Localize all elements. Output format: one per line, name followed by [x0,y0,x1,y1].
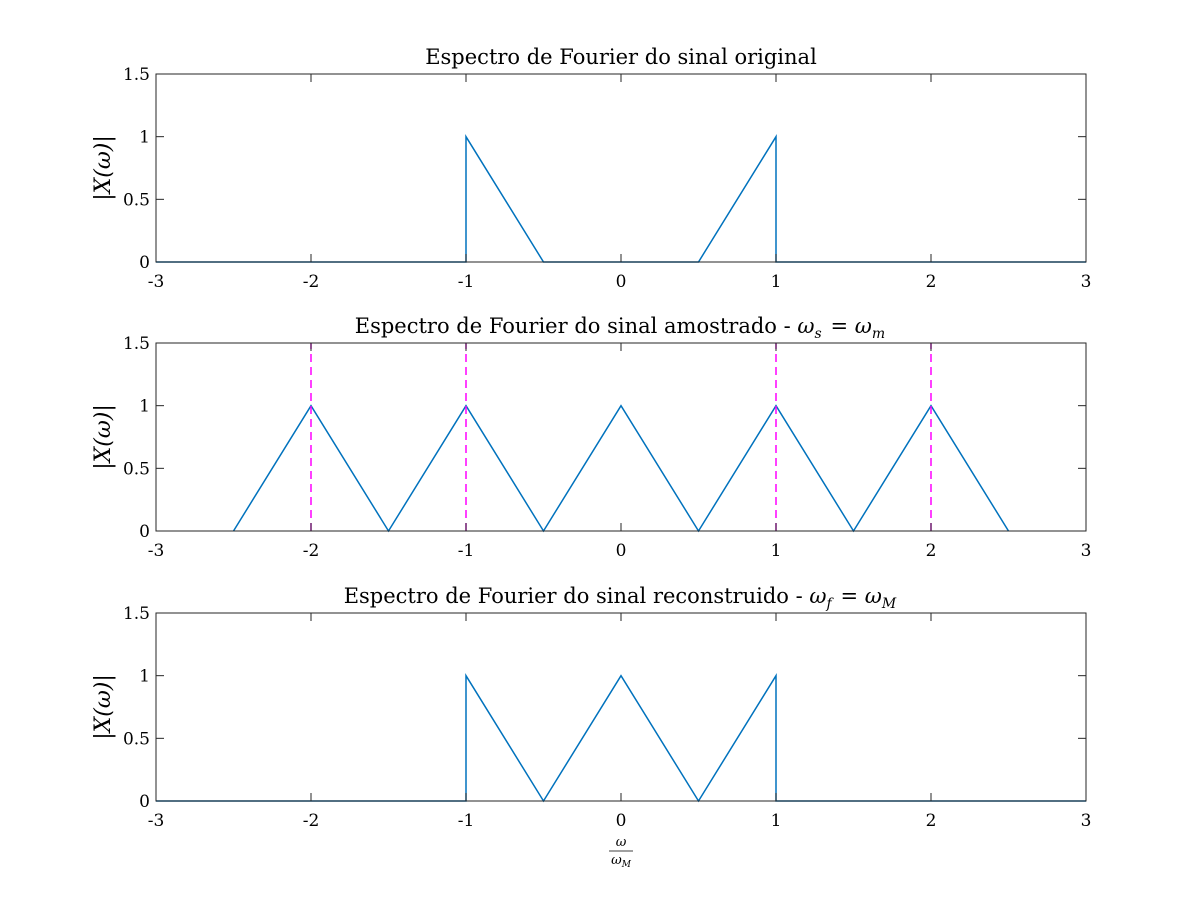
x-tick-label: 3 [1081,811,1092,831]
y-tick-label: 1.5 [123,334,150,354]
x-tick-label: -3 [148,541,165,561]
x-tick-label: -3 [148,811,165,831]
y-axis-label: |X(ω)| [91,404,116,470]
axes-box [155,73,1087,263]
y-tick-label: 0 [139,522,150,542]
x-tick-label: 2 [926,811,937,831]
x-tick-label: 0 [616,272,627,292]
x-tick-label: -1 [458,272,475,292]
y-tick-label: 1.5 [123,65,150,85]
x-axis-label: ω ωM [609,835,633,870]
y-axis-label: |X(ω)| [91,135,116,201]
subplot-3: Espectro de Fourier do sinal reconstruid… [91,584,1091,870]
x-tick-label: 0 [616,811,627,831]
x-tick-label: 1 [771,272,782,292]
subplot-title: Espectro de Fourier do sinal reconstruid… [344,584,899,612]
x-tick-label: -2 [303,541,320,561]
y-tick-label: 1 [139,667,150,687]
y-tick-label: 0.5 [123,459,150,479]
y-tick-label: 0 [139,792,150,812]
y-tick-label: 1 [139,397,150,417]
series-line [156,134,1086,263]
y-tick-label: 0.5 [123,729,150,749]
x-tick-label: -1 [458,811,475,831]
y-tick-label: 1.5 [123,604,150,624]
x-tick-label: -3 [148,272,165,292]
y-tick-label: 0 [139,253,150,273]
x-axis-label-denominator: ωM [611,853,632,870]
x-tick-label: -2 [303,272,320,292]
x-tick-label: -1 [458,541,475,561]
x-tick-label: 2 [926,541,937,561]
x-tick-label: 1 [771,541,782,561]
x-axis-label-numerator: ω [616,835,627,850]
x-tick-label: 2 [926,272,937,292]
y-axis-label: |X(ω)| [91,674,116,740]
y-tick-label: 1 [139,128,150,148]
subplot-title: Espectro de Fourier do sinal original [425,45,817,69]
subplot-1: Espectro de Fourier do sinal original -3 -… [91,45,1091,292]
x-tick-label: 1 [771,811,782,831]
y-tick-label: 0.5 [123,190,150,210]
axes-box [155,342,1087,532]
axes-box [155,612,1087,802]
x-tick-label: -2 [303,811,320,831]
subplot-2: Espectro de Fourier do sinal amostrado -… [91,314,1091,561]
x-tick-label: 3 [1081,272,1092,292]
series-line [232,404,1010,533]
x-tick-label: 3 [1081,541,1092,561]
subplot-title: Espectro de Fourier do sinal amostrado -… [355,314,888,342]
series-line [156,673,1086,803]
x-tick-label: 0 [616,541,627,561]
